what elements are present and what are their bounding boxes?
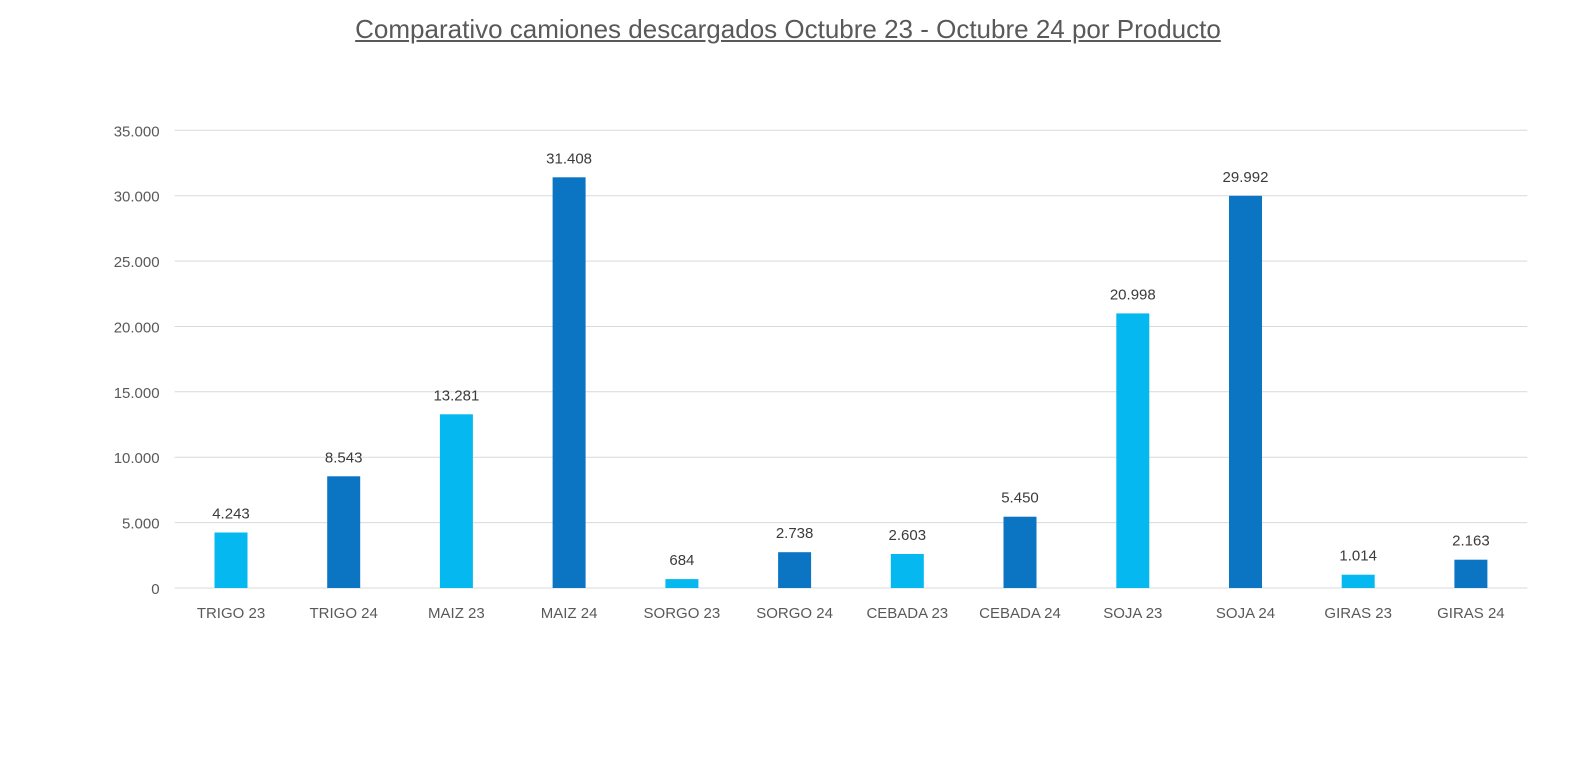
svg-text:CEBADA 23: CEBADA 23 (866, 605, 948, 622)
svg-text:2.163: 2.163 (1452, 533, 1490, 550)
svg-text:8.543: 8.543 (325, 449, 363, 466)
svg-text:35.000: 35.000 (114, 123, 160, 140)
svg-text:13.281: 13.281 (433, 387, 479, 404)
svg-text:5.450: 5.450 (1001, 490, 1039, 507)
svg-text:TRIGO 24: TRIGO 24 (310, 605, 378, 622)
svg-text:0: 0 (151, 581, 159, 598)
svg-text:SOJA 24: SOJA 24 (1216, 605, 1275, 622)
svg-text:MAIZ 23: MAIZ 23 (428, 605, 485, 622)
svg-text:25.000: 25.000 (114, 254, 160, 271)
svg-text:10.000: 10.000 (114, 450, 160, 467)
svg-text:5.000: 5.000 (122, 516, 160, 533)
svg-text:SORGO 23: SORGO 23 (644, 605, 721, 622)
svg-text:SOJA 23: SOJA 23 (1103, 605, 1162, 622)
svg-text:30.000: 30.000 (114, 189, 160, 206)
svg-text:TRIGO 23: TRIGO 23 (197, 605, 265, 622)
svg-text:15.000: 15.000 (114, 385, 160, 402)
svg-text:684: 684 (669, 552, 694, 569)
svg-text:1.014: 1.014 (1339, 548, 1377, 565)
svg-text:20.000: 20.000 (114, 320, 160, 337)
svg-text:31.408: 31.408 (546, 150, 592, 167)
svg-text:MAIZ 24: MAIZ 24 (541, 605, 598, 622)
svg-text:SORGO 24: SORGO 24 (756, 605, 833, 622)
svg-text:2.738: 2.738 (776, 525, 814, 542)
svg-text:4.243: 4.243 (212, 506, 250, 523)
svg-text:GIRAS 23: GIRAS 23 (1324, 605, 1392, 622)
svg-text:29.992: 29.992 (1223, 169, 1269, 186)
svg-text:2.603: 2.603 (889, 527, 927, 544)
svg-text:CEBADA 24: CEBADA 24 (979, 605, 1061, 622)
svg-text:GIRAS 24: GIRAS 24 (1437, 605, 1505, 622)
svg-text:20.998: 20.998 (1110, 286, 1156, 303)
